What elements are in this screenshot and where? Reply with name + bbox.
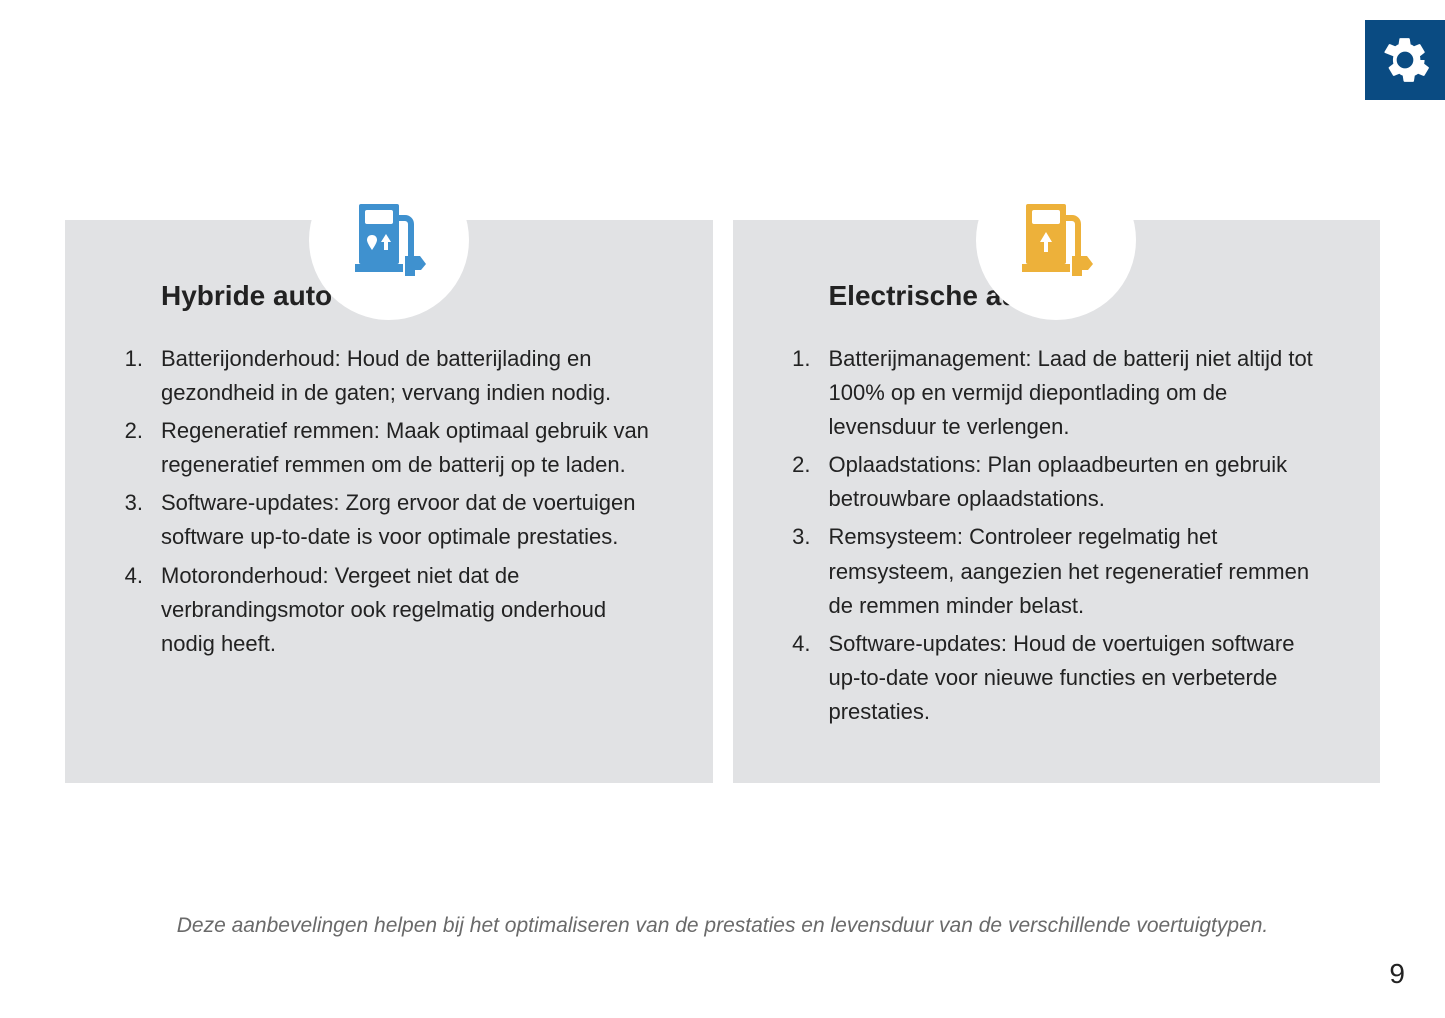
list-text: Software-updates: Houd de voertuigen sof… [829, 627, 1333, 729]
card-icon-circle [976, 160, 1136, 320]
corner-gear-badge [1365, 20, 1445, 100]
list-item: 3.Software-updates: Zorg ervoor dat de v… [113, 486, 665, 554]
gear-icon [1380, 35, 1430, 85]
footer-note: Deze aanbevelingen helpen bij het optima… [0, 914, 1445, 938]
list-number: 3. [781, 520, 829, 622]
list-number: 4. [113, 559, 161, 661]
card-electric: Electrische auto's 1.Batterijmanagement:… [733, 220, 1381, 783]
card-icon-circle [309, 160, 469, 320]
card-list-electric: 1.Batterijmanagement: Laad de batterij n… [781, 342, 1333, 729]
list-text: Batterijonderhoud: Houd de batterijladin… [161, 342, 665, 410]
list-text: Motoronderhoud: Vergeet niet dat de verb… [161, 559, 665, 661]
list-item: 4.Software-updates: Houd de voertuigen s… [781, 627, 1333, 729]
list-item: 3.Remsysteem: Controleer regelmatig het … [781, 520, 1333, 622]
page-number: 9 [1389, 958, 1405, 990]
list-number: 3. [113, 486, 161, 554]
list-item: 1.Batterijonderhoud: Houd de batterijlad… [113, 342, 665, 410]
list-text: Software-updates: Zorg ervoor dat de voe… [161, 486, 665, 554]
cards-row: Hybride auto's 1.Batterijonderhoud: Houd… [65, 220, 1380, 783]
fuel-pump-hybrid-icon [339, 190, 439, 290]
card-list-hybrid: 1.Batterijonderhoud: Houd de batterijlad… [113, 342, 665, 661]
list-number: 2. [113, 414, 161, 482]
list-item: 1.Batterijmanagement: Laad de batterij n… [781, 342, 1333, 444]
list-number: 2. [781, 448, 829, 516]
list-text: Remsysteem: Controleer regelmatig het re… [829, 520, 1333, 622]
list-number: 1. [113, 342, 161, 410]
fuel-pump-electric-icon [1006, 190, 1106, 290]
list-text: Batterijmanagement: Laad de batterij nie… [829, 342, 1333, 444]
list-item: 2.Oplaadstations: Plan oplaadbeurten en … [781, 448, 1333, 516]
list-item: 4.Motoronderhoud: Vergeet niet dat de ve… [113, 559, 665, 661]
card-hybrid: Hybride auto's 1.Batterijonderhoud: Houd… [65, 220, 713, 783]
list-text: Regeneratief remmen: Maak optimaal gebru… [161, 414, 665, 482]
list-item: 2.Regeneratief remmen: Maak optimaal geb… [113, 414, 665, 482]
list-number: 1. [781, 342, 829, 444]
list-text: Oplaadstations: Plan oplaadbeurten en ge… [829, 448, 1333, 516]
list-number: 4. [781, 627, 829, 729]
